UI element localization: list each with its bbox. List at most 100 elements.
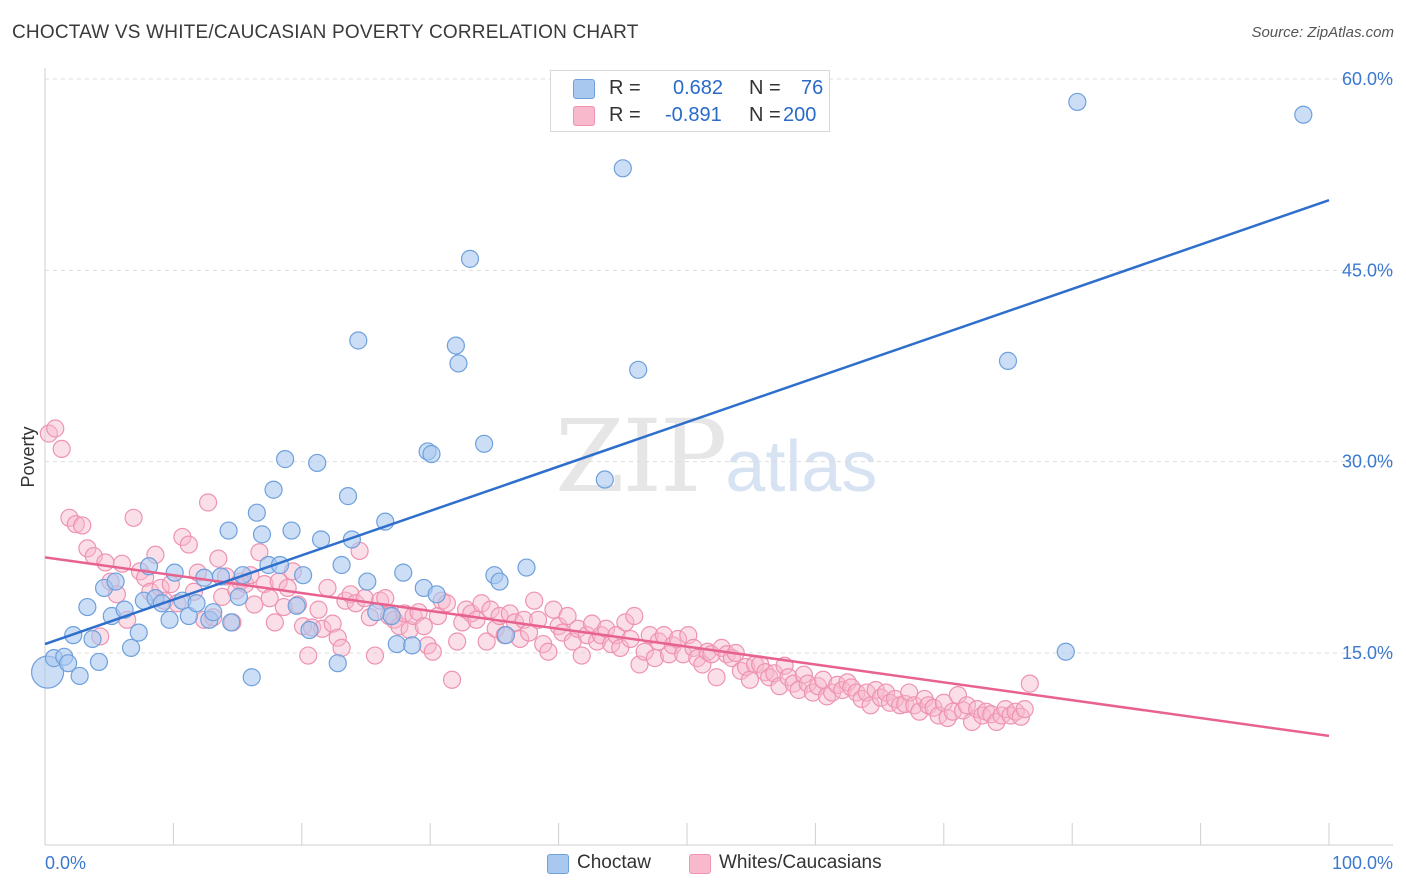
- bottom-legend-label-choctaw: Choctaw: [577, 852, 651, 873]
- whites-point: [525, 591, 544, 610]
- whites-point: [448, 632, 467, 651]
- axes: [44, 68, 1393, 846]
- whites-point: [467, 610, 486, 629]
- choctaw-points: [30, 92, 1313, 689]
- legend-n-label: N =: [749, 104, 781, 126]
- choctaw-point: [264, 480, 283, 499]
- correlation-legend: R = 0.682 N = 76 R = -0.891 N = 200: [550, 70, 830, 132]
- whites-point: [332, 638, 351, 657]
- watermark-atlas: atlas: [725, 427, 878, 507]
- legend-r-value: 0.682: [673, 77, 724, 99]
- whites-point: [558, 606, 577, 626]
- choctaw-point: [187, 594, 206, 613]
- legend-r-label: R =: [609, 104, 641, 126]
- choctaw-point: [242, 668, 261, 687]
- whites-point: [318, 578, 337, 598]
- choctaw-point: [121, 638, 141, 657]
- choctaw-point: [613, 159, 632, 178]
- choctaw-point: [204, 603, 223, 622]
- x-tick-label: 100.0%: [1332, 853, 1393, 873]
- y-axis-label: Poverty: [18, 426, 38, 487]
- choctaw-point: [276, 450, 295, 469]
- choctaw-point: [293, 566, 313, 585]
- whites-point: [355, 589, 374, 608]
- whites-point: [876, 683, 896, 702]
- whites-point: [794, 665, 813, 684]
- whites-point: [659, 645, 679, 664]
- choctaw-point: [490, 572, 509, 591]
- whites-point: [871, 688, 890, 707]
- choctaw-point: [403, 636, 422, 655]
- choctaw-point: [998, 351, 1018, 370]
- whites-point: [198, 493, 218, 512]
- x-tick-label: 0.0%: [45, 853, 86, 873]
- whites-point: [442, 670, 462, 689]
- whites-point: [423, 642, 442, 661]
- whites-point: [376, 589, 395, 608]
- whites-point: [740, 670, 760, 689]
- choctaw-point: [338, 487, 358, 506]
- choctaw-point: [129, 623, 148, 642]
- choctaw-point: [308, 453, 327, 473]
- chart-title: CHOCTAW VS WHITE/CAUCASIAN POVERTY CORRE…: [12, 22, 639, 43]
- whites-point: [616, 613, 635, 632]
- whites-point: [250, 543, 269, 562]
- choctaw-point: [160, 610, 179, 629]
- choctaw-point: [1294, 105, 1313, 124]
- whites-point: [414, 617, 433, 636]
- choctaw-point: [78, 597, 97, 617]
- choctaw-point: [387, 634, 406, 654]
- whites-point: [73, 516, 92, 535]
- whites-point: [209, 549, 228, 568]
- whites-point: [179, 535, 198, 554]
- choctaw-point: [222, 613, 241, 632]
- whites-point: [625, 606, 644, 626]
- bottom-legend-swatch-choctaw: [547, 854, 569, 874]
- whites-point: [1015, 700, 1034, 719]
- choctaw-point: [595, 470, 614, 489]
- source-credit: Source: ZipAtlas.com: [1251, 24, 1394, 41]
- choctaw-trend-line: [44, 198, 1330, 646]
- choctaw-point: [1068, 92, 1087, 112]
- choctaw-point: [59, 654, 78, 673]
- whites-point: [477, 632, 496, 651]
- choctaw-point: [219, 521, 238, 540]
- axis-labels: 15.0% 30.0% 45.0% 60.0% 0.0% 100.0% Poverty: [18, 69, 1393, 873]
- choctaw-point: [446, 336, 465, 355]
- whites-point: [52, 439, 71, 459]
- choctaw-point: [165, 563, 184, 582]
- whites-trend-line: [44, 556, 1330, 738]
- choctaw-point: [460, 249, 480, 268]
- whites-point: [572, 646, 591, 665]
- legend-swatch-choctaw: [573, 79, 595, 99]
- trend-lines: [44, 198, 1330, 738]
- whites-point: [707, 668, 726, 687]
- choctaw-point: [89, 652, 109, 672]
- choctaw-point: [83, 629, 102, 649]
- whites-point: [640, 626, 659, 645]
- whites-point: [299, 646, 318, 665]
- whites-point: [245, 595, 264, 614]
- choctaw-point: [422, 444, 441, 464]
- choctaw-point: [517, 558, 536, 577]
- whites-point: [635, 642, 654, 661]
- choctaw-point: [629, 360, 648, 379]
- bottom-legend-label-whites: Whites/Caucasians: [719, 852, 882, 873]
- whites-point: [365, 646, 385, 665]
- y-tick-label: 60.0%: [1342, 69, 1393, 89]
- choctaw-point: [247, 503, 266, 522]
- whites-point: [611, 638, 630, 657]
- choctaw-point: [449, 354, 468, 373]
- choctaw-point: [70, 666, 89, 686]
- whites-point: [539, 642, 558, 661]
- whites-point: [323, 614, 342, 633]
- whites-point: [472, 594, 491, 613]
- choctaw-point: [252, 525, 272, 544]
- choctaw-point: [300, 620, 319, 640]
- legend-r-value: -0.891: [665, 104, 722, 126]
- legend-n-label: N =: [749, 77, 781, 99]
- whites-point: [96, 553, 115, 572]
- whites-point: [957, 696, 977, 715]
- whites-point: [265, 613, 284, 632]
